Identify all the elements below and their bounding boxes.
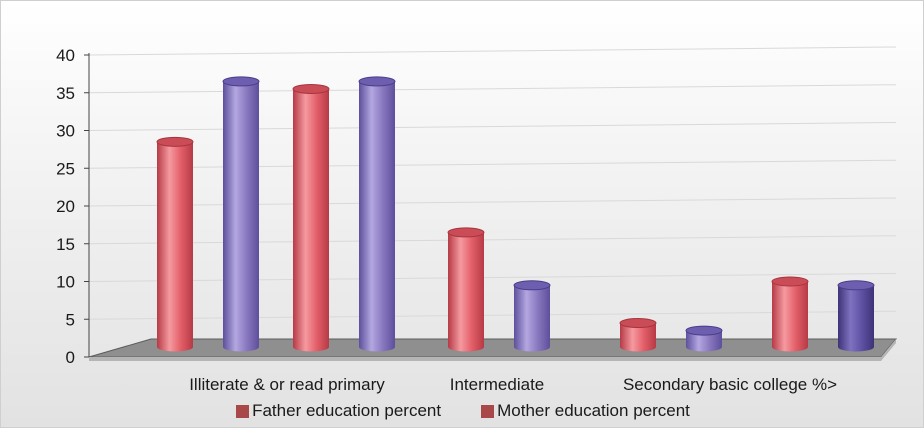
y-tick-label: 15 <box>56 235 75 254</box>
legend-label-father: Father education percent <box>252 401 442 420</box>
y-tick-label: 25 <box>56 159 75 178</box>
y-tick-label: 40 <box>56 46 75 65</box>
chart-floor-edge <box>89 339 896 361</box>
bar-father-1 <box>292 83 330 352</box>
y-tick-label: 20 <box>56 197 75 216</box>
y-tick-label: 0 <box>66 348 75 367</box>
bar-mother-3 <box>685 325 723 352</box>
legend-swatch-father <box>236 404 250 418</box>
bar-father-2 <box>447 227 485 352</box>
x-category-label: Secondary basic college %> <box>623 375 837 394</box>
bar-mother-0 <box>222 76 260 352</box>
legend-label-mother: Mother education percent <box>497 401 690 420</box>
y-tick-label: 10 <box>56 273 75 292</box>
bar-mother-1 <box>358 76 396 352</box>
legend-item-mother: Mother education percent <box>481 399 690 423</box>
legend: Father education percent Mother educatio… <box>1 399 924 423</box>
legend-swatch-mother <box>481 404 495 418</box>
gridline <box>88 122 897 131</box>
y-tick-label: 35 <box>56 84 75 103</box>
gridline <box>88 197 897 207</box>
bar-father-4 <box>771 276 809 352</box>
gridline <box>88 159 897 169</box>
bar-mother-4 <box>837 280 875 352</box>
x-category-label: Illiterate & or read primary <box>189 375 385 394</box>
bar-father-0 <box>156 136 194 352</box>
y-tick-label: 5 <box>66 310 75 329</box>
bar-father-3 <box>619 318 657 352</box>
gridline <box>88 235 897 245</box>
x-category-label: Intermediate <box>450 375 545 394</box>
y-tick-label: 30 <box>56 122 75 141</box>
gridline <box>88 84 897 94</box>
legend-item-father: Father education percent <box>236 399 441 423</box>
bar-mother-2 <box>513 280 551 352</box>
gridline <box>88 46 897 56</box>
